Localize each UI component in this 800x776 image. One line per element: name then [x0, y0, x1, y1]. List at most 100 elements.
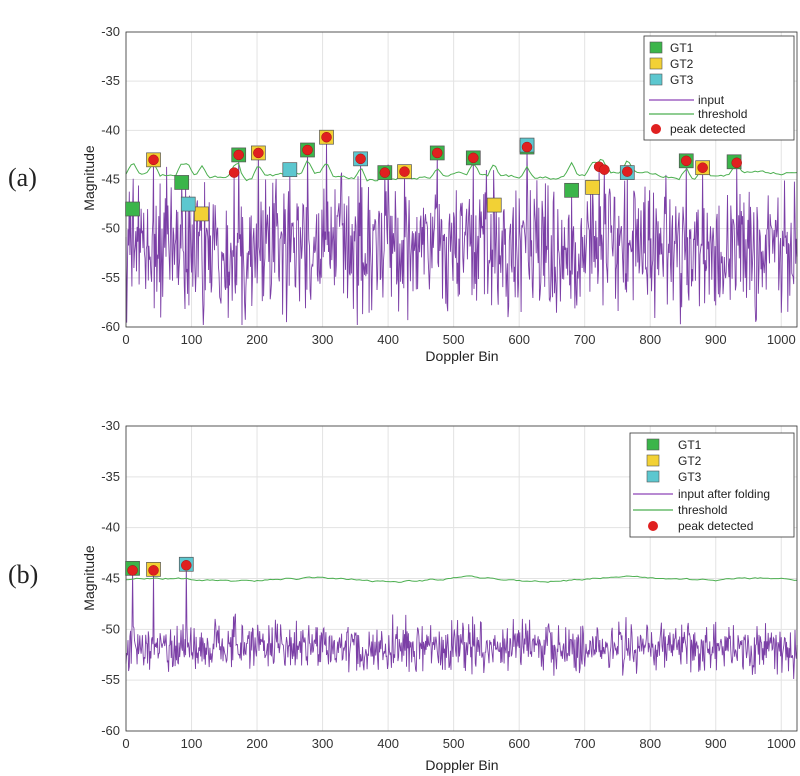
- legend-a-gt1: GT1: [670, 41, 694, 55]
- panel-a-ylabel: Magnitude: [81, 145, 97, 211]
- legend-a-box: [643, 35, 795, 141]
- gt3-marker: [180, 196, 196, 212]
- gt1-marker: [174, 175, 190, 190]
- legend-b-box: [629, 432, 795, 538]
- peak-detected-marker: [148, 565, 159, 576]
- panel-b-data: [125, 425, 798, 732]
- y-tick-label: -45: [101, 172, 120, 187]
- threshold-series-line: [125, 575, 798, 583]
- legend-a-gt2: GT2: [670, 57, 694, 71]
- legend-a-gt2-swatch: [649, 57, 663, 70]
- x-tick-label: 800: [639, 332, 661, 347]
- x-tick-label: 800: [639, 736, 661, 751]
- panel-a-ticks: 0 100 200 300 400 500 600 700 800 900 1000 -30 -35 -4…: [101, 24, 796, 347]
- legend-b-gt3: GT3: [678, 470, 702, 484]
- x-tick-label: 100: [181, 332, 203, 347]
- peak-detected-marker: [233, 149, 244, 161]
- y-tick-label: -45: [101, 571, 120, 586]
- peak-detected-marker: [468, 152, 479, 164]
- x-tick-label: 200: [246, 332, 268, 347]
- peak-detected-marker: [697, 162, 708, 173]
- gt1-marker: [125, 201, 140, 217]
- y-tick-label: -50: [101, 621, 120, 636]
- legend-a-gt3: GT3: [670, 73, 694, 87]
- x-tick-label: 900: [705, 736, 727, 751]
- peak-detected-marker: [622, 166, 633, 177]
- peak-detected-marker: [599, 164, 610, 175]
- y-tick-label: -40: [101, 520, 120, 535]
- gt1-marker: [564, 182, 579, 198]
- x-tick-label: 300: [312, 736, 334, 751]
- y-tick-label: -35: [101, 469, 120, 484]
- peak-detected-marker: [321, 131, 332, 143]
- panel-b-ylabel: Magnitude: [81, 545, 97, 611]
- panel-b-legend: GT1 GT2 GT3 input after folding threshol…: [629, 432, 795, 538]
- legend-a-peak: peak detected: [670, 122, 745, 136]
- x-tick-label: 600: [508, 736, 530, 751]
- x-tick-label: 400: [377, 736, 399, 751]
- legend-a-gt3-swatch: [649, 73, 663, 86]
- peak-detected-marker: [228, 167, 240, 178]
- legend-b-gt2: GT2: [678, 454, 702, 468]
- legend-b-gt2-swatch: [646, 454, 660, 467]
- peak-detected-marker: [432, 147, 443, 159]
- panel-b: (b) Doppler Bin Magnitude 0 100 200 300 400 5…: [8, 418, 798, 773]
- peak-detected-marker: [681, 155, 692, 167]
- peak-detected-marker: [181, 560, 192, 571]
- x-tick-label: 500: [443, 736, 465, 751]
- y-tick-label: -40: [101, 122, 120, 137]
- y-tick-label: -50: [101, 221, 120, 236]
- panel-a-markers: [125, 129, 742, 222]
- gt2-marker: [585, 180, 600, 195]
- peak-detected-marker: [379, 167, 391, 178]
- legend-a-peak-marker: [651, 124, 661, 134]
- x-tick-label: 600: [508, 332, 530, 347]
- x-tick-label: 900: [705, 332, 727, 347]
- gt2-marker: [486, 197, 502, 213]
- gt2-marker: [194, 206, 209, 222]
- legend-b-input: input after folding: [678, 487, 770, 501]
- x-tick-label: 1000: [767, 332, 796, 347]
- input-series-line: [125, 137, 798, 326]
- panel-a: (a) Doppler Bin Magnitude 0 100 200 300 400 5…: [8, 24, 798, 364]
- peak-detected-marker: [521, 141, 533, 153]
- panel-b-xlabel: Doppler Bin: [425, 757, 498, 773]
- x-tick-label: 200: [246, 736, 268, 751]
- peak-detected-marker: [399, 166, 410, 177]
- y-tick-label: -35: [101, 73, 120, 88]
- peak-detected-marker: [731, 157, 742, 169]
- legend-b-gt1-swatch: [646, 438, 660, 451]
- input-series-line: [125, 565, 798, 680]
- x-tick-label: 700: [574, 736, 596, 751]
- peak-detected-marker: [148, 154, 159, 166]
- legend-a-gt1-swatch: [649, 41, 663, 54]
- legend-b-gt1: GT1: [678, 438, 702, 452]
- y-tick-label: -30: [101, 24, 120, 39]
- y-tick-label: -30: [101, 418, 120, 433]
- y-tick-label: -55: [101, 672, 120, 687]
- y-tick-label: -60: [101, 723, 120, 738]
- x-tick-label: 1000: [767, 736, 796, 751]
- legend-b-peak: peak detected: [678, 519, 753, 533]
- peak-detected-marker: [355, 153, 366, 165]
- panel-b-markers: [125, 556, 194, 577]
- legend-a-input: input: [698, 93, 725, 107]
- x-tick-label: 0: [122, 736, 129, 751]
- x-tick-label: 500: [443, 332, 465, 347]
- x-tick-label: 700: [574, 332, 596, 347]
- axes-box: [125, 31, 798, 328]
- gt3-marker: [282, 162, 298, 178]
- peak-detected-marker: [302, 144, 313, 156]
- peak-detected-marker: [127, 565, 138, 576]
- x-tick-label: 100: [181, 736, 203, 751]
- legend-b-peak-marker: [648, 521, 658, 531]
- panel-b-ticks: 0 100 200 300 400 500 600 700 800 900 1000 -30 -35 -4…: [101, 418, 796, 751]
- y-tick-label: -60: [101, 319, 120, 334]
- y-tick-label: -55: [101, 270, 120, 285]
- panel-a-data: [125, 31, 798, 328]
- axes-box: [125, 425, 798, 732]
- panel-b-label: (b): [8, 560, 38, 589]
- legend-b-threshold: threshold: [678, 503, 727, 517]
- panel-a-legend: GT1 GT2 GT3 input threshold peak detecte…: [643, 35, 795, 141]
